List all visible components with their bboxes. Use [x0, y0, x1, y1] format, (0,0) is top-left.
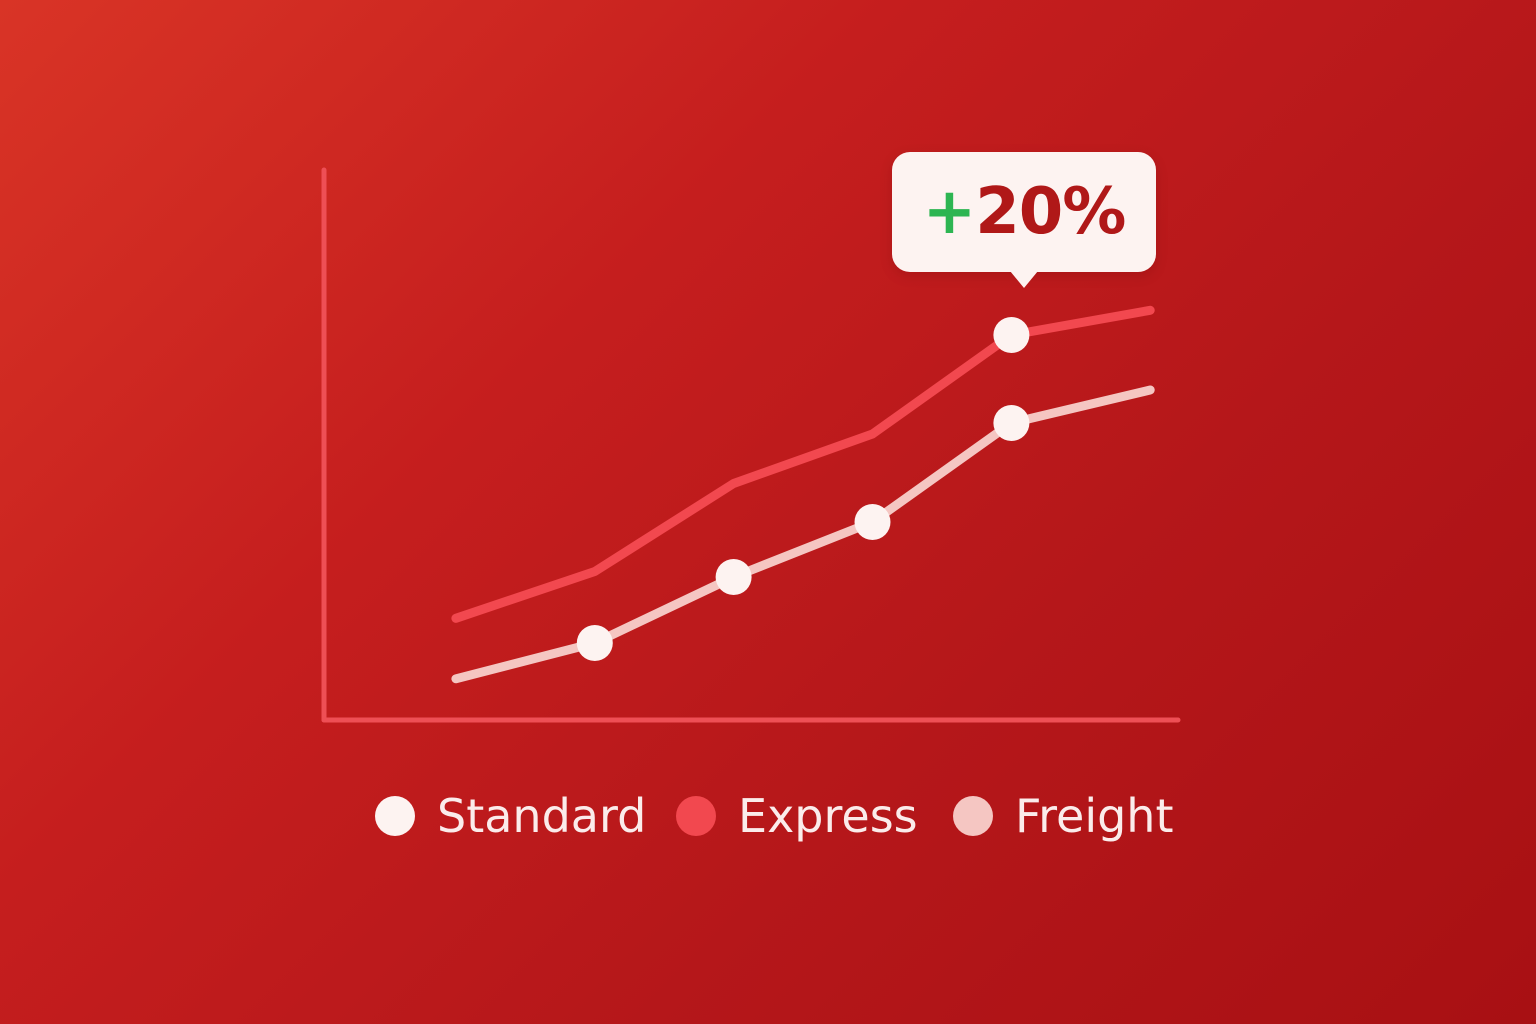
- legend-label-express: Express: [738, 789, 918, 843]
- series-line-express: [451, 305, 1155, 623]
- callout-pointer: [1010, 271, 1038, 288]
- legend-label-standard: Standard: [437, 789, 647, 843]
- series-line-freight: [451, 385, 1155, 684]
- callout-value: 20%: [975, 175, 1126, 249]
- callout-text: +20%: [892, 152, 1156, 272]
- data-point-freight-3: [854, 504, 891, 540]
- data-point-express-4: [993, 317, 1030, 353]
- legend-label-freight: Freight: [1015, 789, 1174, 843]
- series-layer: [451, 305, 1155, 684]
- legend-dot-standard: [375, 796, 415, 836]
- change-callout: +20%: [892, 152, 1156, 288]
- callout-sign: +: [922, 175, 977, 249]
- marker-layer: [576, 317, 1030, 661]
- legend-dot-freight: [953, 796, 993, 836]
- data-point-freight-1: [576, 625, 613, 661]
- data-point-freight-2: [715, 559, 752, 595]
- data-point-freight-4: [993, 405, 1030, 441]
- legend: Standard Express Freight: [0, 786, 1536, 846]
- legend-dot-express: [676, 796, 716, 836]
